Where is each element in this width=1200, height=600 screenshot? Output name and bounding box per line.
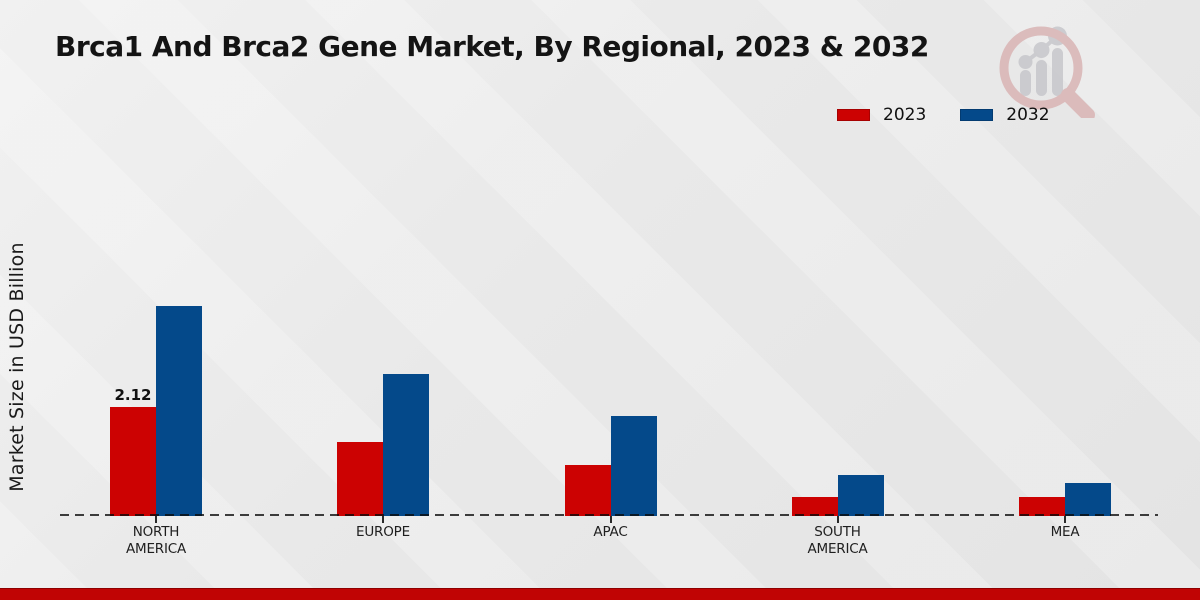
x-axis-tick-mea: [1064, 516, 1066, 523]
bar-2023-apac: [564, 465, 611, 516]
category-label-north-america: NORTH AMERICA: [125, 524, 187, 557]
x-axis-tick-north-america: [155, 516, 157, 523]
footer-accent-band: [0, 588, 1200, 600]
category-label-europe: EUROPE: [356, 524, 410, 540]
bar-2023-south-america: [791, 497, 838, 516]
x-axis-tick-south-america: [836, 516, 839, 523]
data-label-2023-north-america: 2.12: [114, 386, 152, 405]
bar-2032-north-america: [156, 306, 202, 516]
bar-2032-south-america: [837, 474, 884, 516]
bar-2023-europe: [337, 442, 383, 516]
bar-2032-europe: [383, 374, 429, 516]
category-label-mea: MEA: [1050, 524, 1080, 540]
chart-title: Brca1 And Brca2 Gene Market, By Regional…: [55, 30, 929, 63]
category-label-apac: APAC: [593, 524, 628, 540]
bar-2023-north-america: [110, 407, 156, 516]
legend-item-2032: 2032: [960, 105, 1050, 125]
legend-item-2023: 2023: [837, 105, 926, 125]
x-axis-tick-europe: [382, 516, 384, 523]
x-axis-baseline: [60, 514, 1158, 516]
bar-2032-mea: [1065, 483, 1111, 516]
legend-label-2032: 2032: [1006, 105, 1050, 125]
category-label-south-america: SOUTH AMERICA: [807, 524, 868, 557]
legend-swatch-2032: [960, 109, 994, 121]
bar-2032-apac: [610, 415, 657, 516]
magnifier-growth-chart-logo-icon: [999, 26, 1095, 118]
chart-legend: 2023 2032: [837, 105, 1050, 125]
bar-2023-mea: [1019, 497, 1065, 516]
legend-swatch-2023: [837, 109, 870, 121]
x-axis-tick-apac: [609, 516, 612, 523]
legend-label-2023: 2023: [883, 105, 927, 125]
